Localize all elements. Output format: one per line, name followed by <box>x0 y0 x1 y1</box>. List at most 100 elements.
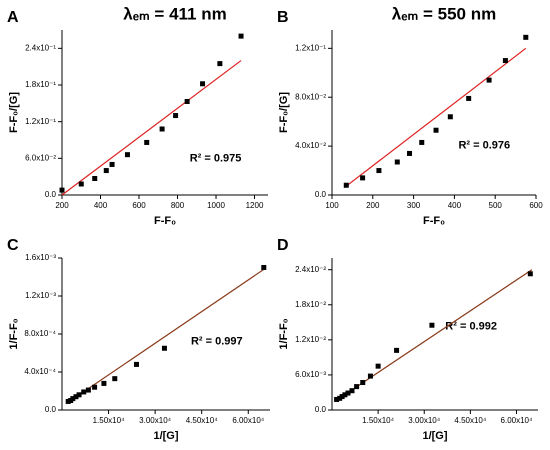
point <box>78 181 84 187</box>
y-tick-label: 1.6x10⁻³ <box>25 253 56 262</box>
x-axis-label: F-F₀ <box>423 215 445 227</box>
x-tick-label: 100 <box>325 201 339 210</box>
fit-line <box>334 269 533 402</box>
y-tick-label: 6.0x10⁻³ <box>295 370 326 379</box>
x-tick-label: 600 <box>132 201 146 210</box>
point <box>342 392 348 398</box>
point <box>217 61 223 67</box>
point <box>367 373 373 379</box>
point <box>345 390 351 396</box>
y-tick-label: 0.0 <box>315 190 327 199</box>
y-tick-label: 1.2x10⁻³ <box>25 291 56 300</box>
point <box>394 347 400 353</box>
y-axis-label: 1/F-F₀ <box>8 318 20 349</box>
point <box>85 387 91 393</box>
y-tick-label: 6.0x10⁻² <box>25 153 56 162</box>
annotation: R² = 0.975 <box>190 153 242 165</box>
point <box>103 168 109 174</box>
x-tick-label: 200 <box>55 201 69 210</box>
point <box>527 271 533 277</box>
y-tick-label: 1.2x10⁻² <box>295 335 326 344</box>
point <box>419 139 425 145</box>
point <box>376 168 382 174</box>
chart-title: λₑₘ = 411 nm <box>123 4 226 23</box>
x-tick-label: 1.50x10⁴ <box>362 416 394 425</box>
x-axis-label: F-F₀ <box>154 215 176 227</box>
x-axis-label: 1/[G] <box>422 430 447 442</box>
point <box>101 380 107 386</box>
x-tick-label: 400 <box>94 201 108 210</box>
y-axis-label: 1/F-F₀ <box>278 318 290 349</box>
x-tick-label: 4.50x10⁴ <box>186 416 218 425</box>
y-tick-label: 1.8x10⁻² <box>295 300 326 309</box>
point <box>261 265 267 270</box>
y-axis-label: F-F₀/[G] <box>278 92 290 133</box>
point <box>144 139 150 145</box>
point <box>161 345 167 351</box>
point <box>466 95 472 101</box>
point <box>76 392 82 398</box>
point <box>339 394 345 400</box>
point <box>502 58 508 64</box>
point <box>73 394 79 400</box>
point <box>360 175 366 181</box>
x-tick-label: 6.00x10⁴ <box>232 416 264 425</box>
x-tick-label: 200 <box>366 201 380 210</box>
x-tick-label: 1200 <box>246 201 264 210</box>
point <box>92 176 98 181</box>
point <box>407 150 413 156</box>
x-tick-label: 400 <box>448 201 462 210</box>
y-tick-label: 8.0x10⁻² <box>295 92 326 101</box>
x-axis-label: 1/[G] <box>153 430 178 442</box>
point <box>70 396 76 402</box>
point <box>134 361 140 367</box>
y-tick-label: 2.4x10⁻² <box>295 265 326 274</box>
point <box>394 159 400 165</box>
annotation: R² = 0.997 <box>191 336 243 348</box>
fit-line <box>61 60 242 196</box>
x-tick-label: 1.50x10⁴ <box>93 416 125 425</box>
y-axis-label: F-F₀/[G] <box>8 92 20 133</box>
point <box>429 322 435 328</box>
fit-line <box>343 47 527 189</box>
y-tick-label: 2.4x10⁻¹ <box>25 43 56 52</box>
y-tick-label: 8.0x10⁻⁴ <box>24 329 56 338</box>
x-tick-label: 600 <box>529 201 543 210</box>
panel-letter: A <box>7 9 19 26</box>
y-tick-label: 4.0x10⁻⁴ <box>24 367 56 376</box>
y-tick-label: 0.0 <box>315 405 327 414</box>
y-tick-label: 0.0 <box>45 190 57 199</box>
point <box>92 384 98 390</box>
y-tick-label: 1.8x10⁻¹ <box>25 80 56 89</box>
x-tick-label: 300 <box>407 201 421 210</box>
point <box>523 34 529 40</box>
point <box>343 182 349 188</box>
x-tick-label: 1000 <box>207 201 225 210</box>
point <box>124 152 130 158</box>
y-tick-label: 4.0x10⁻² <box>295 141 326 150</box>
y-tick-label: 1.2x10⁻¹ <box>295 43 326 52</box>
x-tick-label: 500 <box>489 201 503 210</box>
point <box>159 126 165 132</box>
point <box>59 187 65 193</box>
y-tick-label: 0.0 <box>45 405 57 414</box>
chart-title: λₑₘ = 550 nm <box>392 4 496 23</box>
point <box>433 127 439 133</box>
x-tick-label: 3.00x10⁴ <box>408 416 440 425</box>
point <box>447 114 453 120</box>
x-tick-label: 3.00x10⁴ <box>139 416 171 425</box>
point <box>173 113 179 119</box>
point <box>349 388 355 394</box>
point <box>200 81 206 87</box>
annotation: R² = 0.976 <box>458 139 510 151</box>
panel-letter: B <box>277 9 289 26</box>
point <box>375 363 381 369</box>
fit-line <box>66 268 265 404</box>
y-tick-label: 1.2x10⁻¹ <box>25 117 56 126</box>
x-tick-label: 800 <box>171 201 185 210</box>
panel-letter: C <box>7 237 19 254</box>
point <box>486 77 492 83</box>
point <box>184 99 190 104</box>
point <box>238 33 244 39</box>
